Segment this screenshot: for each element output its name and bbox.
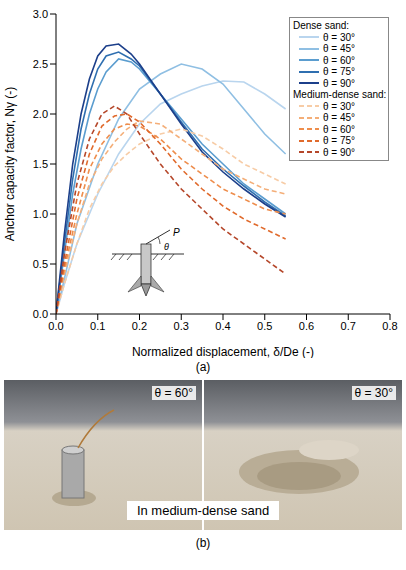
html-text:θ = 30°: θ = 30° [323,100,356,112]
svg-text:Anchor capacity factor, Nγ (-): Anchor capacity factor, Nγ (-) [4,87,17,242]
svg-text:0.8: 0.8 [382,320,397,332]
html-text:(b): (b) [195,536,211,550]
html-text:θ = 45°: θ = 45° [323,112,356,123]
svg-text:3.0: 3.0 [33,8,48,20]
svg-text:2.5: 2.5 [33,58,48,70]
svg-text:θ: θ [164,242,169,252]
html-text:θ = 90°: θ = 90° [323,77,356,89]
svg-text:0.3: 0.3 [174,320,189,332]
svg-text:0.4: 0.4 [215,320,230,332]
svg-text:0.7: 0.7 [341,320,356,332]
svg-text:0.0: 0.0 [48,320,63,332]
html-text:In medium-dense sand: In medium-dense sand [136,503,270,518]
html-text:θ = 45°: θ = 45° [323,43,356,54]
html-text:θ = 30°: θ = 30° [323,31,356,43]
html-text:(a): (a) [195,360,211,374]
html-text:θ = 75°: θ = 75° [323,66,356,77]
svg-text:0.2: 0.2 [132,320,147,332]
html-text:θ = 60°: θ = 60° [323,123,356,135]
svg-text:P: P [173,227,180,238]
svg-text:0.5: 0.5 [257,320,272,332]
svg-text:0.1: 0.1 [90,320,105,332]
svg-text:Normalized displacement, δ/De: Normalized displacement, δ/De (-) [132,345,314,358]
svg-text:1.5: 1.5 [33,158,48,170]
svg-text:0.5: 0.5 [33,258,48,270]
html-text:θ = 30°: θ = 30° [354,386,393,400]
html-text:θ = 60°: θ = 60° [323,54,356,66]
html-text:θ = 90°: θ = 90° [323,146,356,158]
html-text:Dense sand:: Dense sand: [293,20,350,31]
html-text:θ = 60°: θ = 60° [154,386,193,400]
svg-text:1.0: 1.0 [33,208,48,220]
svg-text:0.0: 0.0 [33,308,48,320]
svg-text:2.0: 2.0 [33,108,48,120]
html-text:θ = 75°: θ = 75° [323,135,356,146]
svg-text:0.6: 0.6 [299,320,314,332]
html-text:Medium-dense sand:: Medium-dense sand: [293,89,387,100]
